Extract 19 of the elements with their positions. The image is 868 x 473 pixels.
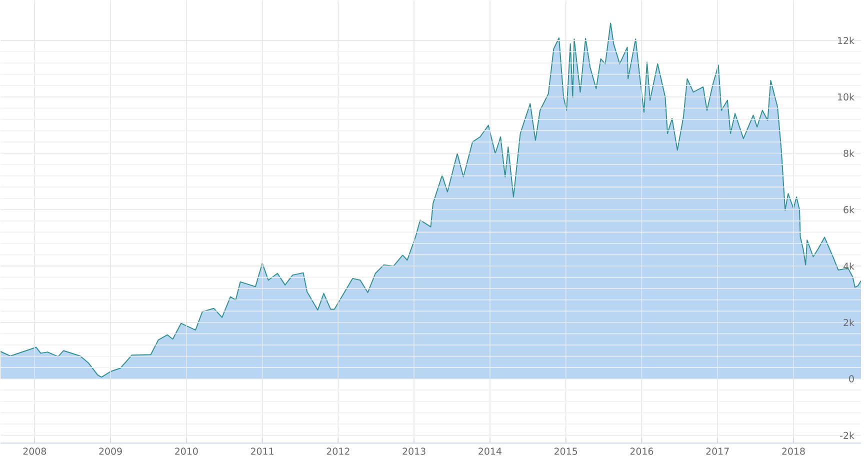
y-tick-label: 6k [844, 206, 854, 214]
x-tick-label: 2011 [250, 448, 274, 455]
y-tick-label: -2k [840, 432, 854, 439]
x-tick-label: 2018 [782, 448, 805, 455]
x-tick-label: 2012 [326, 448, 350, 455]
x-tick-label: 2008 [23, 448, 46, 455]
y-tick-label: 0 [849, 375, 854, 382]
x-tick-label: 2016 [630, 448, 654, 455]
y-tick-label: 12k [838, 36, 854, 44]
x-tick-label: 2013 [402, 448, 426, 455]
y-tick-label: 10k [838, 93, 854, 100]
x-tick-label: 2010 [175, 448, 198, 455]
y-tick-label: 4k [843, 262, 854, 270]
y-tick-label: 2k [844, 318, 854, 326]
x-tick-label: 2014 [478, 448, 502, 455]
x-tick-label: 2009 [99, 448, 122, 455]
x-tick-label: 2015 [554, 448, 578, 455]
x-tick-label: 2017 [706, 448, 729, 455]
y-tick-label: 8k [844, 150, 854, 157]
